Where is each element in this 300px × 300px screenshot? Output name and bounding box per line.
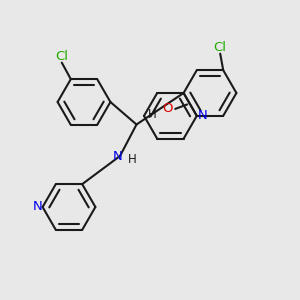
Text: Cl: Cl	[55, 50, 68, 62]
Text: O: O	[163, 102, 173, 116]
Text: N: N	[197, 110, 207, 122]
Text: Cl: Cl	[214, 40, 227, 53]
Text: H: H	[128, 153, 137, 166]
Text: N: N	[113, 149, 122, 163]
Text: H: H	[148, 108, 157, 121]
Text: N: N	[32, 200, 42, 214]
